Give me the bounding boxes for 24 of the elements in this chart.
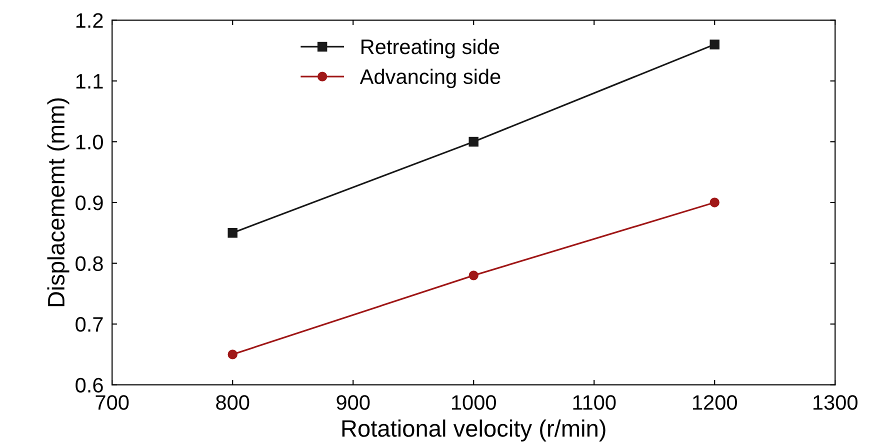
point [228, 350, 238, 360]
y-tick-label: 1.1 [76, 74, 103, 88]
x-tick-label: 1100 [573, 395, 616, 410]
y-tick-label: 0.9 [76, 195, 103, 210]
x-tick-label: 1300 [814, 395, 858, 410]
y-tick-label: 0.8 [76, 256, 103, 272]
x-tick-label: 1000 [452, 395, 496, 410]
y-tick-label: 1.2 [76, 13, 103, 28]
y-axis-title: Displacememt (mm) [47, 98, 70, 306]
x-tick-label: 800 [216, 395, 250, 410]
legend-label: Retreating side [362, 38, 500, 58]
point [468, 270, 478, 280]
x-tick-label: 1200 [693, 395, 737, 410]
y-tick-label: 0.6 [76, 378, 103, 393]
point [228, 228, 238, 238]
point [710, 40, 720, 50]
point [468, 136, 478, 147]
y-tick-label: 1.0 [76, 134, 103, 150]
x-tick-label: 700 [96, 395, 129, 410]
legend-label: Advancing side [360, 68, 500, 88]
x-axis-title: Rotational velocity (r/min) [342, 420, 606, 442]
point [710, 198, 720, 208]
y-tick-label: 0.7 [76, 317, 103, 332]
x-tick-label: 900 [336, 395, 370, 410]
